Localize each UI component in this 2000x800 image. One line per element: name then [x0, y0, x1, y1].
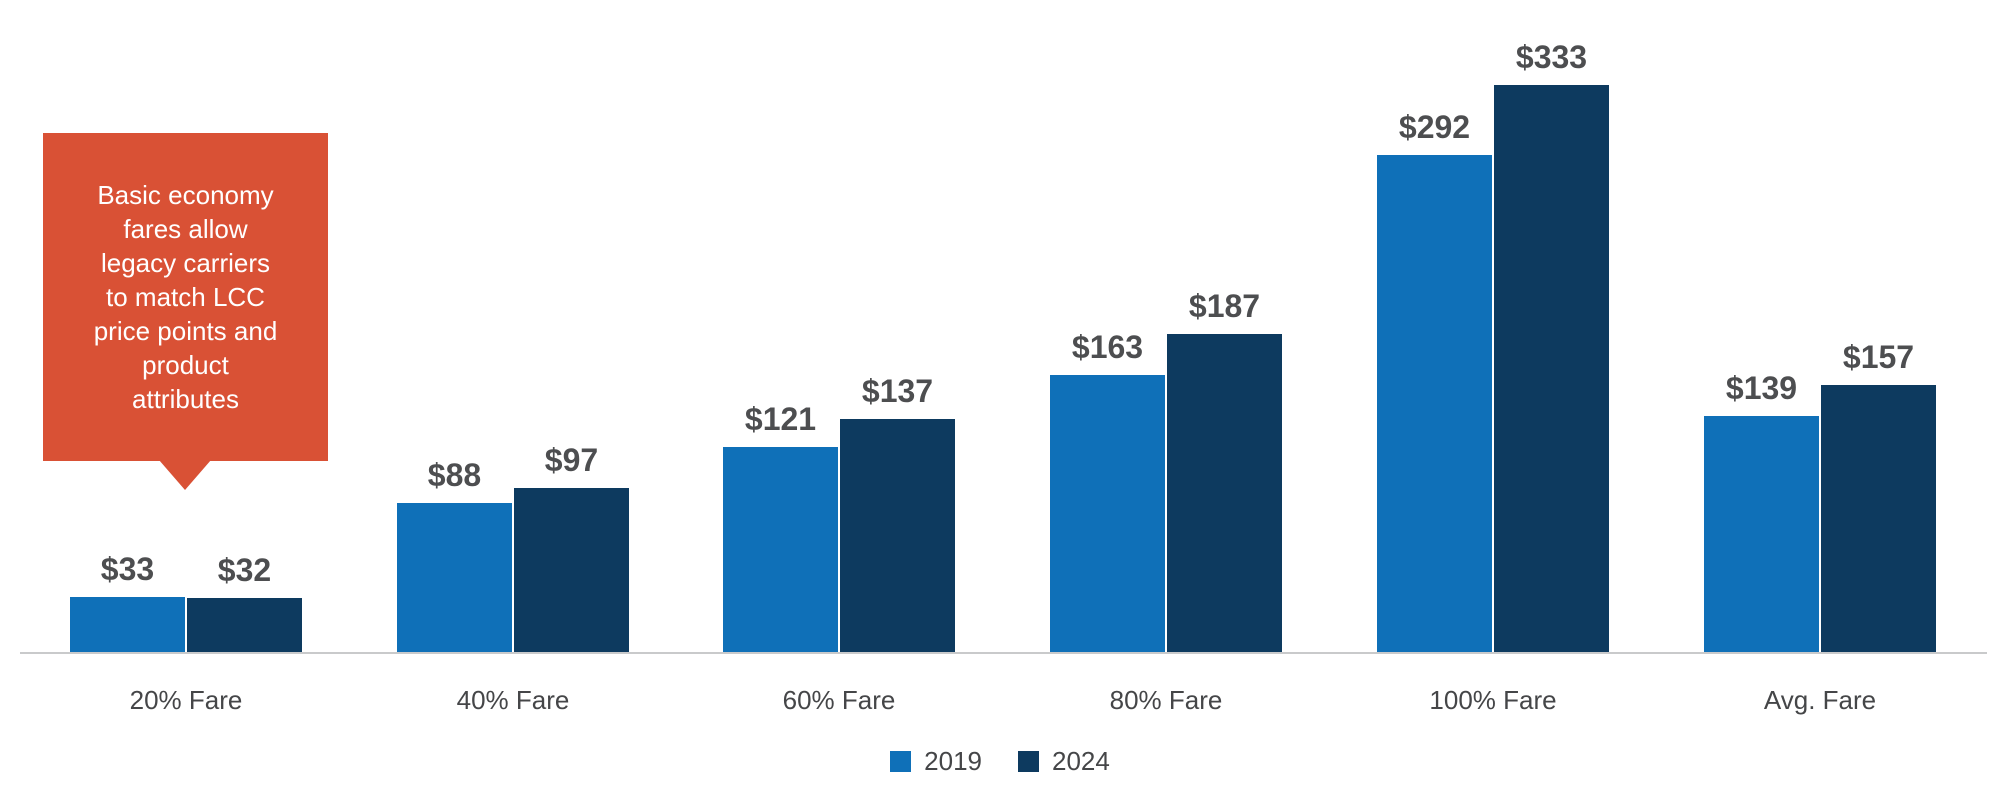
callout-box: Basic economy fares allow legacy carrier… [43, 133, 328, 461]
category-label-60-fare: 60% Fare [782, 685, 896, 715]
bar-2024-80-fare [1167, 334, 1282, 653]
legend: 2019 2024 [0, 748, 2000, 774]
category-label-100-fare: 100% Fare [1429, 685, 1557, 715]
legend-item-2024: 2024 [1018, 748, 1110, 774]
bar-2024-40-fare [514, 488, 629, 653]
callout-text: Basic economy fares allow legacy carrier… [93, 180, 278, 414]
value-label-2019-100-fare: $292 [1398, 109, 1471, 145]
value-label-2019-20-fare: $33 [100, 551, 155, 587]
category-label-avg-fare: Avg. Fare [1763, 685, 1877, 715]
bar-2024-60-fare [840, 419, 955, 653]
callout-pointer-icon [159, 460, 211, 490]
bar-2019-40-fare [397, 503, 512, 653]
value-label-2024-80-fare: $187 [1188, 288, 1261, 324]
x-axis-line [20, 652, 1987, 654]
legend-label-2024: 2024 [1052, 746, 1110, 776]
bar-2024-avg-fare [1821, 385, 1936, 653]
bar-2019-20-fare [70, 597, 185, 653]
value-label-2019-60-fare: $121 [744, 401, 817, 437]
category-label-20-fare: 20% Fare [129, 685, 243, 715]
value-label-2019-40-fare: $88 [427, 457, 482, 493]
bar-2024-20-fare [187, 598, 302, 653]
legend-item-2019: 2019 [890, 748, 982, 774]
bar-2019-60-fare [723, 447, 838, 653]
value-label-2024-avg-fare: $157 [1842, 339, 1915, 375]
legend-swatch-2024-icon [1018, 750, 1039, 772]
bar-2019-avg-fare [1704, 416, 1819, 653]
value-label-2019-avg-fare: $139 [1725, 370, 1798, 406]
category-label-80-fare: 80% Fare [1109, 685, 1223, 715]
value-label-2024-20-fare: $32 [217, 552, 272, 588]
value-label-2019-80-fare: $163 [1071, 329, 1144, 365]
bar-2024-100-fare [1494, 85, 1609, 653]
value-label-2024-40-fare: $97 [544, 442, 599, 478]
value-label-2024-100-fare: $333 [1515, 39, 1588, 75]
value-label-2024-60-fare: $137 [861, 373, 934, 409]
bar-2019-100-fare [1377, 155, 1492, 653]
category-label-40-fare: 40% Fare [456, 685, 570, 715]
bar-2019-80-fare [1050, 375, 1165, 653]
legend-swatch-2019-icon [890, 750, 912, 772]
legend-label-2019: 2019 [924, 746, 982, 776]
